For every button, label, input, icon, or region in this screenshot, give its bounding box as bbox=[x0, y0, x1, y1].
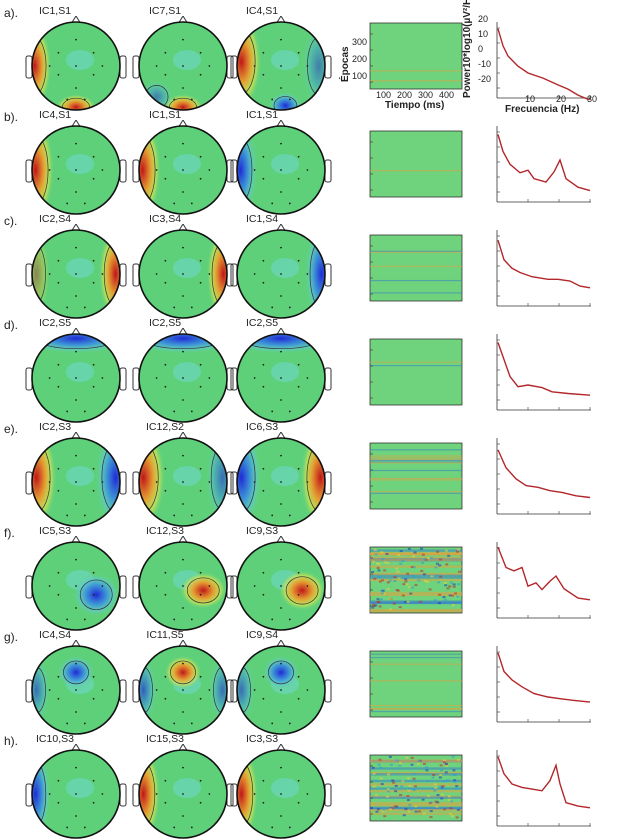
erp-image bbox=[369, 130, 463, 198]
scalp-map bbox=[132, 744, 234, 839]
erp-ytick: 100 bbox=[352, 71, 368, 81]
scalp-map bbox=[230, 224, 332, 319]
psd-xtick: 30 bbox=[587, 94, 598, 104]
scalp-map bbox=[25, 224, 127, 319]
ic-title: IC1,S1 bbox=[38, 5, 72, 17]
figure-row: h). IC10,S3 IC15,S3 IC3,S3 bbox=[0, 728, 618, 832]
psd-curve bbox=[496, 126, 591, 203]
psd-xtick: 20 bbox=[556, 94, 567, 104]
ic-title: IC7,S1 bbox=[148, 5, 182, 17]
ic-title: IC2,S5 bbox=[38, 317, 72, 329]
erp-ytick: 300 bbox=[352, 37, 368, 47]
scalp-map bbox=[25, 120, 127, 215]
ic-title: IC6,S3 bbox=[245, 421, 279, 433]
erp-image bbox=[369, 22, 463, 90]
ic-title: IC5,S3 bbox=[38, 525, 72, 537]
psd-ytick: 0 bbox=[478, 44, 484, 54]
row-label: b). bbox=[4, 110, 19, 124]
scalp-map bbox=[230, 536, 332, 631]
psd-ytick: 20 bbox=[478, 14, 489, 24]
scalp-map bbox=[25, 16, 127, 111]
erp-image bbox=[369, 754, 463, 822]
scalp-map bbox=[132, 224, 234, 319]
row-label: c). bbox=[4, 214, 18, 228]
erp-ytick: 200 bbox=[352, 54, 368, 64]
psd-ytick: -10 bbox=[478, 59, 492, 69]
ic-title: IC10,S3 bbox=[36, 733, 74, 745]
ic-title: IC4,S4 bbox=[38, 629, 72, 641]
scalp-map bbox=[132, 640, 234, 735]
psd-ylabel: Power10*log10(µV²/Hz) bbox=[462, 0, 473, 98]
scalp-map bbox=[132, 536, 234, 631]
erp-image bbox=[369, 442, 463, 510]
scalp-map bbox=[230, 328, 332, 423]
erp-image bbox=[369, 650, 463, 718]
figure-row: f). IC5,S3 IC12,S3 IC9,S3 bbox=[0, 520, 618, 624]
erp-image bbox=[369, 546, 463, 614]
scalp-map bbox=[230, 744, 332, 839]
ic-title: IC4,S1 bbox=[245, 5, 279, 17]
ic-title: IC1,S1 bbox=[245, 109, 279, 121]
figure-row: g). IC4,S4 IC11,S5 IC9,S4 bbox=[0, 624, 618, 728]
scalp-map bbox=[25, 744, 127, 839]
scalp-map bbox=[25, 640, 127, 735]
psd-ytick: -20 bbox=[478, 74, 492, 84]
psd-curve bbox=[496, 646, 591, 723]
erp-image bbox=[369, 338, 463, 406]
erp-xtick: 400 bbox=[439, 90, 455, 100]
scalp-map bbox=[230, 120, 332, 215]
ic-title: IC12,S2 bbox=[146, 421, 184, 433]
psd-curve bbox=[496, 750, 591, 827]
figure-row: a). IC1,S1 IC7,S1 IC4,S1 bbox=[0, 0, 618, 104]
psd-xtick: 10 bbox=[525, 94, 536, 104]
ic-title: IC2,S3 bbox=[38, 421, 72, 433]
scalp-map bbox=[25, 432, 127, 527]
row-label: f). bbox=[4, 526, 15, 540]
erp-image bbox=[369, 234, 463, 302]
figure-row: e). IC2,S3 IC12,S2 IC6,S3 bbox=[0, 416, 618, 520]
psd-curve bbox=[496, 542, 591, 619]
ic-title: IC2,S5 bbox=[148, 317, 182, 329]
figure-row: c). IC2,S4 IC3,S4 IC1,S4 bbox=[0, 208, 618, 312]
ic-title: IC3,S3 bbox=[245, 733, 279, 745]
psd-xlabel: Frecuencia (Hz) bbox=[505, 104, 580, 115]
ic-title: IC9,S4 bbox=[245, 629, 279, 641]
erp-xtick: 100 bbox=[376, 90, 392, 100]
ic-title: IC2,S4 bbox=[38, 213, 72, 225]
row-label: e). bbox=[4, 422, 19, 436]
psd-curve bbox=[496, 334, 591, 411]
ic-title: IC12,S3 bbox=[146, 525, 184, 537]
figure-row: b). IC4,S1 IC1,S1 IC1,S1 bbox=[0, 104, 618, 208]
erp-xtick: 200 bbox=[397, 90, 413, 100]
row-label: d). bbox=[4, 318, 19, 332]
ic-title: IC1,S1 bbox=[148, 109, 182, 121]
scalp-map bbox=[132, 328, 234, 423]
scalp-map bbox=[132, 120, 234, 215]
psd-curve bbox=[496, 22, 591, 100]
erp-xlabel: Tiempo (ms) bbox=[385, 100, 445, 111]
scalp-map bbox=[25, 328, 127, 423]
ic-title: IC1,S4 bbox=[245, 213, 279, 225]
figure-row: d). IC2,S5 IC2,S5 IC2,S5 bbox=[0, 312, 618, 416]
scalp-map bbox=[230, 640, 332, 735]
ic-title: IC15,S3 bbox=[146, 733, 184, 745]
psd-curve bbox=[496, 230, 591, 307]
row-label: g). bbox=[4, 630, 19, 644]
scalp-map bbox=[132, 432, 234, 527]
row-label: h). bbox=[4, 734, 19, 748]
scalp-map bbox=[25, 536, 127, 631]
scalp-map bbox=[132, 16, 234, 111]
ic-title: IC9,S3 bbox=[245, 525, 279, 537]
ic-title: IC11,S5 bbox=[146, 629, 184, 641]
erp-ylabel: Épocas bbox=[340, 46, 351, 82]
row-label: a). bbox=[4, 6, 19, 20]
ic-title: IC2,S5 bbox=[245, 317, 279, 329]
scalp-map bbox=[230, 16, 332, 111]
scalp-map bbox=[230, 432, 332, 527]
erp-xtick: 300 bbox=[418, 90, 434, 100]
psd-ytick: 10 bbox=[478, 29, 489, 39]
ic-title: IC3,S4 bbox=[148, 213, 182, 225]
psd-curve bbox=[496, 438, 591, 515]
ic-title: IC4,S1 bbox=[38, 109, 72, 121]
